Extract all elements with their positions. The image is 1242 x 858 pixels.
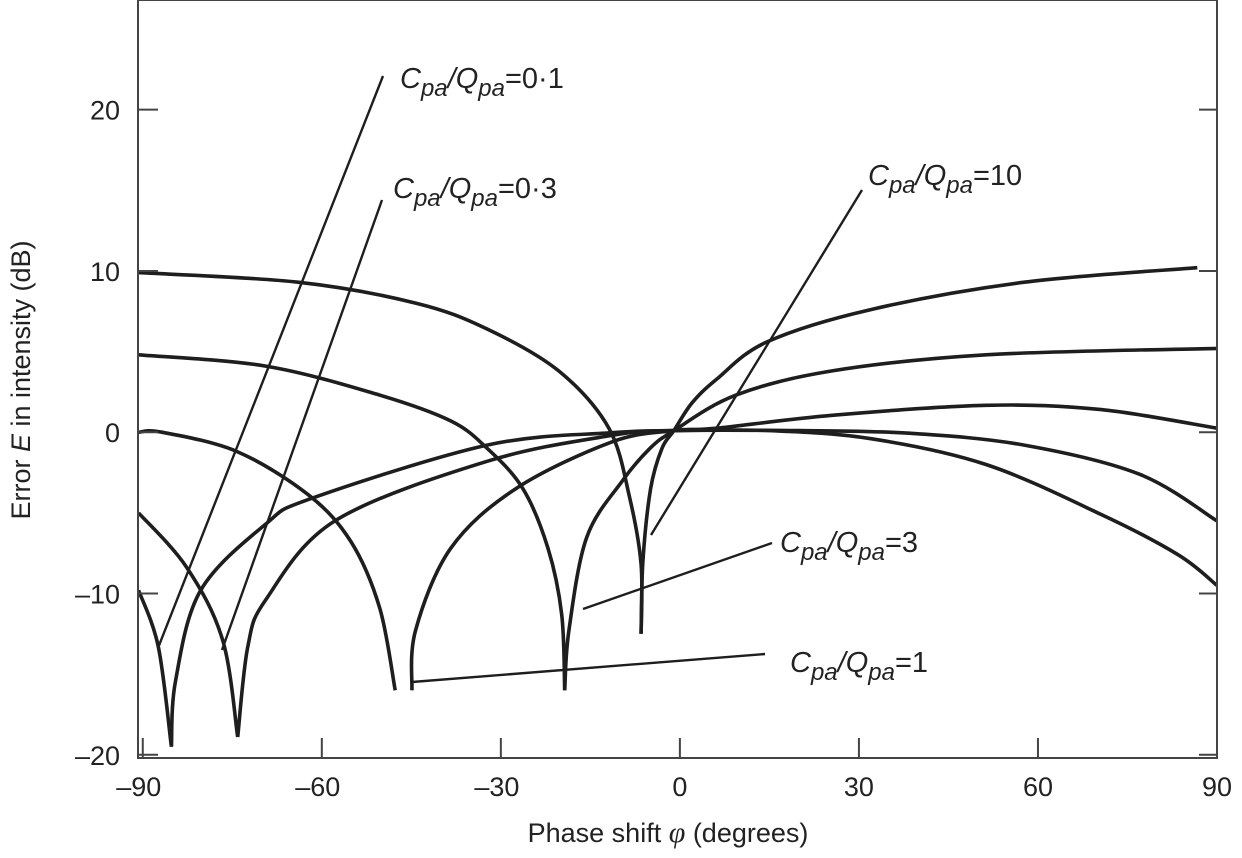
series-annotation-label: Cpa/Qpa=0·3	[393, 173, 557, 212]
leader-lines-layer	[156, 75, 864, 684]
annotation-leader-line	[649, 189, 864, 536]
ticks-layer	[138, 108, 1218, 758]
x-tick-label: –90	[116, 772, 161, 802]
y-tick-label: 0	[105, 418, 120, 448]
y-tick-label: 20	[90, 96, 120, 126]
series-line-0-branch-0	[136, 589, 174, 747]
series-annotation-label: Cpa/Qpa=10	[868, 160, 1022, 199]
series-line-0-branch-1	[169, 428, 1219, 747]
plot-frame	[137, 0, 1218, 759]
x-tick-label: 0	[672, 772, 687, 802]
series-annotation-label: Cpa/Qpa=1	[790, 647, 928, 686]
series-annotation-label: Cpa/Qpa=0·1	[400, 63, 564, 102]
series-line-3-branch-0	[138, 353, 567, 691]
y-tick-label: –10	[75, 579, 120, 609]
annotation-leader-line	[582, 541, 773, 611]
series-line-1-branch-0	[137, 511, 240, 738]
x-tick-label: –30	[474, 772, 519, 802]
x-tick-label: –60	[295, 772, 340, 802]
annotation-leader-line	[411, 652, 766, 684]
tick-labels-layer: –90 –60 –30 0 30 60 90 –20 –10 0 10 20	[75, 96, 1232, 802]
y-axis-label: Error E in intensity (dB)	[6, 240, 36, 519]
series-line-2-branch-0	[138, 428, 397, 691]
y-tick-label: 10	[90, 257, 120, 287]
series-line-3-branch-1	[562, 346, 1218, 691]
curves-layer	[136, 265, 1219, 747]
x-tick-label: 90	[1202, 772, 1232, 802]
annotation-leader-line	[220, 199, 384, 651]
x-tick-label: 60	[1023, 772, 1053, 802]
annotation-leader-line	[156, 75, 385, 649]
annotations-layer: Cpa/Qpa=0·1 Cpa/Qpa=0·3 Cpa/Qpa=1 Cpa/Qpa=3…	[393, 63, 1022, 686]
series-line-1-branch-1	[235, 428, 1218, 738]
x-tick-label: 30	[844, 772, 874, 802]
series-line-4-branch-0	[138, 270, 644, 634]
y-tick-label: –20	[75, 741, 120, 771]
series-annotation-label: Cpa/Qpa=3	[780, 527, 918, 566]
series-line-2-branch-1	[409, 403, 1218, 691]
x-axis-label: Phase shift φ (degrees)	[528, 816, 809, 849]
series-line-4-branch-1	[639, 265, 1198, 634]
